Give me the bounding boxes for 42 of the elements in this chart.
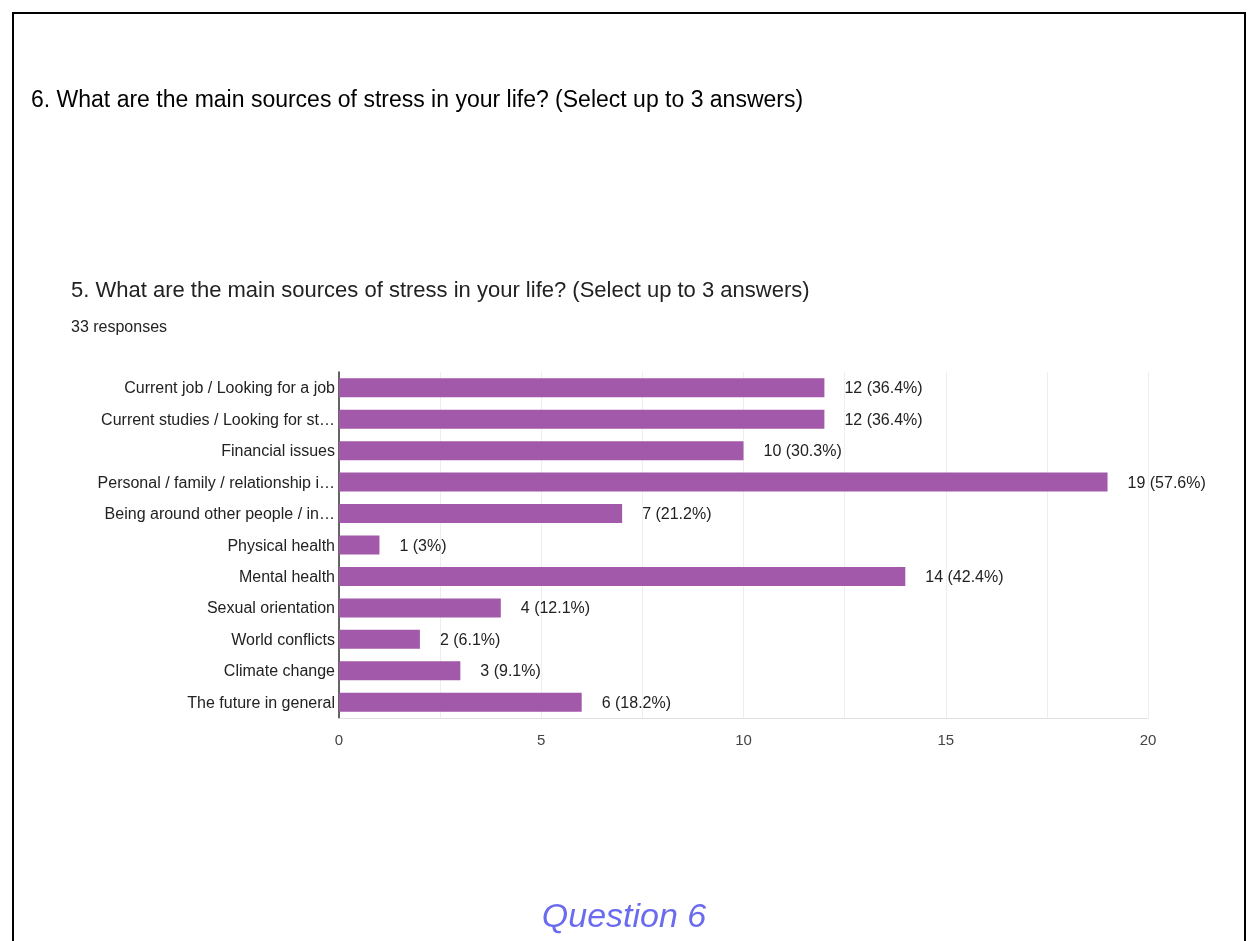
data-label: 1 (3%) — [399, 536, 447, 554]
data-label: 4 (12.1%) — [520, 599, 591, 617]
y-tick-label: Current job / Looking for a job — [124, 379, 336, 397]
x-tick-label: 10 — [735, 731, 752, 748]
bar — [339, 692, 582, 712]
data-label: 2 (6.1%) — [439, 630, 501, 648]
bar — [339, 598, 501, 618]
bar — [339, 535, 380, 555]
data-label: 7 (21.2%) — [642, 505, 712, 523]
text: Question 6 — [541, 896, 707, 934]
bar — [339, 472, 1108, 492]
y-tick-label: Being around other people / in… — [104, 505, 335, 523]
x-tick-label: 15 — [937, 731, 955, 748]
y-tick-label: Financial issues — [221, 442, 335, 460]
data-label: 19 (57.6%) — [1127, 473, 1206, 491]
bar — [339, 629, 420, 649]
y-tick-label: Current studies / Looking for st… — [101, 410, 335, 428]
y-tick-label: Physical health — [227, 536, 335, 554]
y-tick-label: Mental health — [238, 567, 335, 585]
bar — [339, 441, 744, 461]
data-label: 14 (42.4%) — [925, 567, 1004, 585]
chart-subtitle: 5. What are the main sources of stress in your life? (Select up to 3 answers) — [71, 276, 810, 302]
y-tick-label: Climate change — [223, 662, 336, 680]
y-tick-label: Personal / family / relationship i… — [97, 473, 335, 491]
x-tick-label: 20 — [1139, 731, 1157, 748]
bar — [339, 566, 906, 586]
bar — [339, 378, 825, 398]
x-tick-label: 5 — [537, 731, 546, 748]
y-tick-label: World conflicts — [231, 630, 335, 648]
x-tick-label: 0 — [334, 731, 344, 748]
data-label: 12 (36.4%) — [844, 379, 923, 397]
chart-title: 6. What are the main sources of stress in your life? (Select up to 3 answers) — [31, 85, 804, 112]
data-label: 10 (30.3%) — [763, 442, 842, 460]
bar — [339, 409, 825, 429]
bar — [339, 661, 461, 681]
bar — [339, 504, 623, 524]
y-tick-label: The future in general — [187, 693, 335, 711]
data-label: 3 (9.1%) — [480, 662, 541, 680]
y-tick-label: Sexual orientation — [206, 599, 335, 617]
data-label: 6 (18.2%) — [601, 693, 672, 711]
data-label: 12 (36.4%) — [844, 410, 923, 428]
text: 33 responses — [71, 317, 168, 335]
